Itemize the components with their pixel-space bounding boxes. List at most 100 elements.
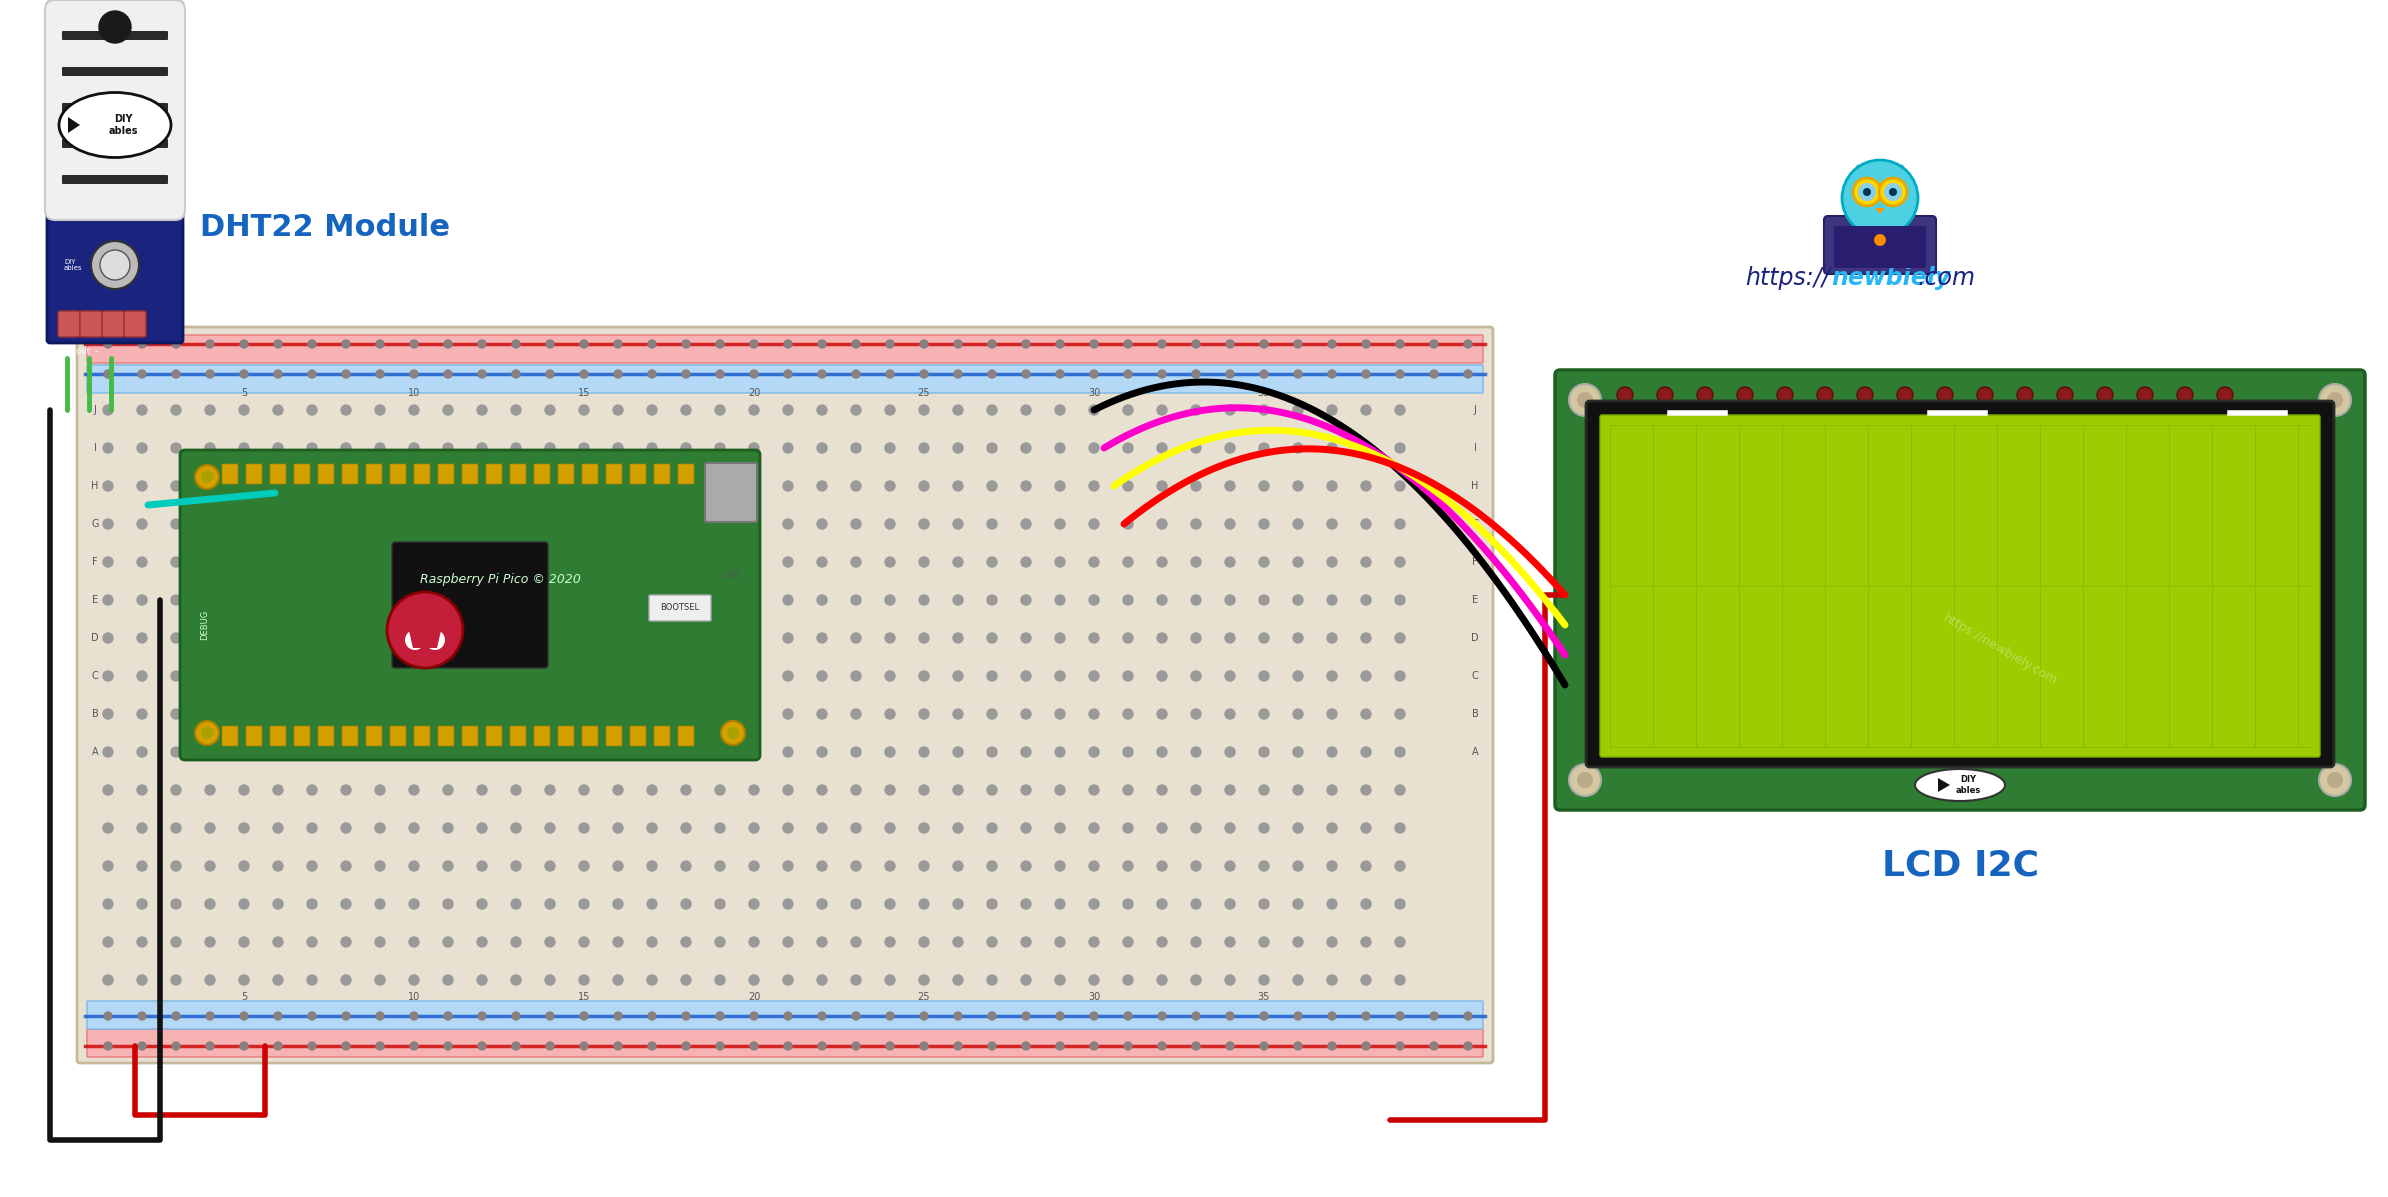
Circle shape — [1022, 672, 1032, 681]
Circle shape — [886, 672, 896, 681]
Circle shape — [375, 481, 384, 491]
Circle shape — [136, 519, 148, 529]
Circle shape — [1158, 443, 1168, 452]
Circle shape — [205, 481, 215, 491]
Text: 10: 10 — [408, 992, 420, 1002]
Circle shape — [103, 899, 112, 909]
Circle shape — [1122, 405, 1132, 415]
Text: 5: 5 — [241, 388, 246, 397]
Text: DIY
ables: DIY ables — [64, 259, 84, 272]
Circle shape — [850, 519, 862, 529]
Circle shape — [272, 709, 284, 719]
Circle shape — [1328, 709, 1337, 719]
Circle shape — [714, 976, 726, 985]
Circle shape — [375, 861, 384, 871]
Circle shape — [886, 481, 896, 491]
Circle shape — [1192, 785, 1201, 795]
FancyBboxPatch shape — [487, 727, 501, 746]
Circle shape — [239, 709, 248, 719]
FancyBboxPatch shape — [511, 464, 525, 484]
Circle shape — [272, 595, 284, 604]
Circle shape — [136, 672, 148, 681]
Circle shape — [1361, 557, 1371, 567]
Circle shape — [1022, 340, 1029, 348]
Circle shape — [272, 443, 284, 452]
Circle shape — [478, 370, 487, 378]
FancyBboxPatch shape — [62, 103, 167, 113]
Circle shape — [478, 709, 487, 719]
Circle shape — [375, 340, 384, 348]
Circle shape — [726, 470, 738, 484]
Circle shape — [1192, 340, 1201, 348]
Circle shape — [1395, 976, 1404, 985]
FancyBboxPatch shape — [413, 727, 430, 746]
Circle shape — [750, 976, 759, 985]
Circle shape — [886, 899, 896, 909]
Circle shape — [986, 633, 998, 643]
Circle shape — [850, 861, 862, 871]
Circle shape — [1225, 340, 1235, 348]
Circle shape — [1292, 937, 1304, 947]
Text: B: B — [1471, 709, 1478, 719]
Circle shape — [614, 481, 623, 491]
Text: DIY
ables: DIY ables — [1956, 776, 1980, 795]
Circle shape — [239, 405, 248, 415]
Text: 30: 30 — [1089, 992, 1101, 1002]
Text: A: A — [1471, 747, 1478, 757]
Circle shape — [1361, 1011, 1371, 1020]
Circle shape — [750, 1011, 757, 1020]
Circle shape — [1089, 824, 1098, 833]
Circle shape — [511, 1043, 521, 1050]
Circle shape — [205, 405, 215, 415]
Text: F: F — [93, 557, 98, 567]
Circle shape — [1158, 633, 1168, 643]
Circle shape — [239, 976, 248, 985]
Circle shape — [205, 443, 215, 452]
Circle shape — [172, 976, 181, 985]
Circle shape — [172, 937, 181, 947]
Circle shape — [272, 405, 284, 415]
Circle shape — [411, 340, 418, 348]
Circle shape — [819, 370, 826, 378]
Circle shape — [139, 1011, 146, 1020]
Circle shape — [547, 340, 554, 348]
FancyBboxPatch shape — [246, 727, 263, 746]
Circle shape — [172, 1011, 179, 1020]
Text: DHT22 Module: DHT22 Module — [201, 213, 449, 243]
Circle shape — [714, 481, 726, 491]
Circle shape — [647, 557, 657, 567]
Circle shape — [578, 899, 590, 909]
Circle shape — [1361, 443, 1371, 452]
Circle shape — [1817, 387, 1834, 403]
Circle shape — [614, 824, 623, 833]
Circle shape — [1022, 443, 1032, 452]
Circle shape — [98, 11, 131, 43]
Circle shape — [511, 443, 521, 452]
Circle shape — [578, 785, 590, 795]
Circle shape — [1258, 709, 1268, 719]
Circle shape — [919, 340, 929, 348]
Circle shape — [721, 721, 745, 745]
FancyBboxPatch shape — [413, 464, 430, 484]
Circle shape — [986, 709, 998, 719]
Circle shape — [714, 519, 726, 529]
Circle shape — [1361, 747, 1371, 757]
Circle shape — [1192, 747, 1201, 757]
FancyBboxPatch shape — [1586, 401, 2333, 767]
Circle shape — [239, 672, 248, 681]
Circle shape — [1328, 1043, 1335, 1050]
Circle shape — [714, 633, 726, 643]
Circle shape — [1022, 709, 1032, 719]
Circle shape — [341, 405, 351, 415]
Circle shape — [1395, 747, 1404, 757]
Circle shape — [919, 1043, 929, 1050]
Circle shape — [308, 937, 318, 947]
Circle shape — [275, 1043, 282, 1050]
Circle shape — [886, 340, 893, 348]
Circle shape — [850, 785, 862, 795]
Circle shape — [714, 861, 726, 871]
Circle shape — [425, 630, 444, 650]
Circle shape — [986, 672, 998, 681]
Circle shape — [444, 481, 454, 491]
Circle shape — [647, 937, 657, 947]
